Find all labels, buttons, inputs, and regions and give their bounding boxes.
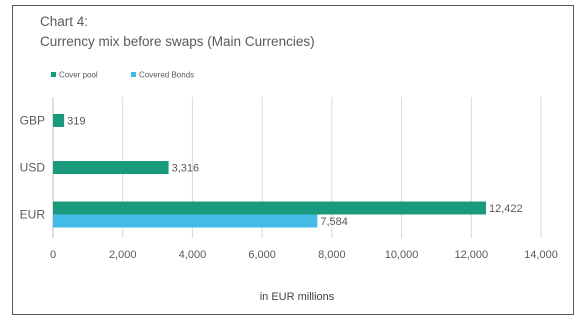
bar-cover-pool xyxy=(53,201,486,215)
chart-title: Chart 4: xyxy=(40,14,89,29)
x-tick-label: 14,000 xyxy=(524,249,558,261)
data-label: 7,584 xyxy=(320,216,348,228)
y-category-label: EUR xyxy=(20,208,46,222)
x-tick-label: 4,000 xyxy=(179,249,207,261)
legend-marker xyxy=(51,72,56,77)
legend-label: Covered Bonds xyxy=(139,71,194,80)
data-label: 319 xyxy=(67,116,85,128)
chart-frame xyxy=(12,5,574,315)
x-tick-label: 10,000 xyxy=(385,249,419,261)
x-tick-label: 2,000 xyxy=(109,249,137,261)
chart-subtitle: Currency mix before swaps (Main Currenci… xyxy=(40,34,315,49)
x-tick-label: 6,000 xyxy=(248,249,276,261)
bar-covered-bonds xyxy=(53,214,318,228)
legend-label: Cover pool xyxy=(59,71,98,80)
x-tick-label: 0 xyxy=(50,249,56,261)
bar-cover-pool xyxy=(53,114,65,127)
x-tick-label: 12,000 xyxy=(454,249,488,261)
y-category-label: GBP xyxy=(20,114,45,128)
x-axis-title: in EUR millions xyxy=(260,291,335,303)
bar-cover-pool xyxy=(53,161,169,174)
legend-marker xyxy=(131,72,136,77)
x-tick-label: 8,000 xyxy=(318,249,346,261)
y-category-label: USD xyxy=(20,161,46,175)
data-label: 12,422 xyxy=(489,203,523,215)
data-label: 3,316 xyxy=(172,163,200,175)
